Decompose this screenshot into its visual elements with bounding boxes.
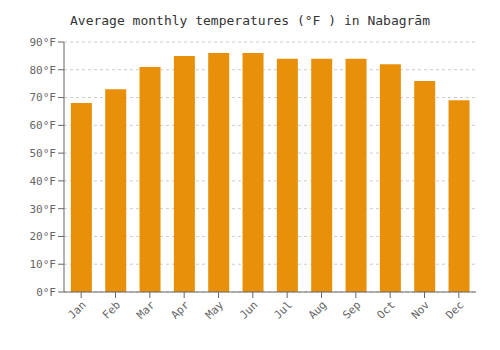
svg-text:Sep: Sep [340,298,363,321]
svg-text:Jun: Jun [237,298,260,321]
svg-text:Feb: Feb [100,298,123,321]
svg-text:0°F: 0°F [36,286,56,299]
svg-text:Dec: Dec [443,298,466,321]
svg-text:Apr: Apr [169,298,193,322]
svg-text:80°F: 80°F [30,64,57,77]
svg-text:60°F: 60°F [30,119,57,132]
svg-text:Oct: Oct [375,298,398,321]
html-text:Average monthly temperatures (: Average monthly temperatures (°F ) in Na… [70,13,430,28]
svg-text:May: May [203,298,227,322]
svg-text:Jan: Jan [66,298,89,321]
svg-text:40°F: 40°F [30,175,57,188]
svg-text:Aug: Aug [306,298,329,321]
svg-text:30°F: 30°F [30,203,57,216]
svg-text:Mar: Mar [134,298,158,322]
svg-text:20°F: 20°F [30,230,57,243]
svg-text:Nov: Nov [409,298,433,322]
svg-text:Jul: Jul [272,298,295,321]
svg-text:90°F: 90°F [30,36,57,49]
svg-text:10°F: 10°F [30,258,57,271]
svg-text:50°F: 50°F [30,147,57,160]
svg-text:70°F: 70°F [30,91,57,104]
